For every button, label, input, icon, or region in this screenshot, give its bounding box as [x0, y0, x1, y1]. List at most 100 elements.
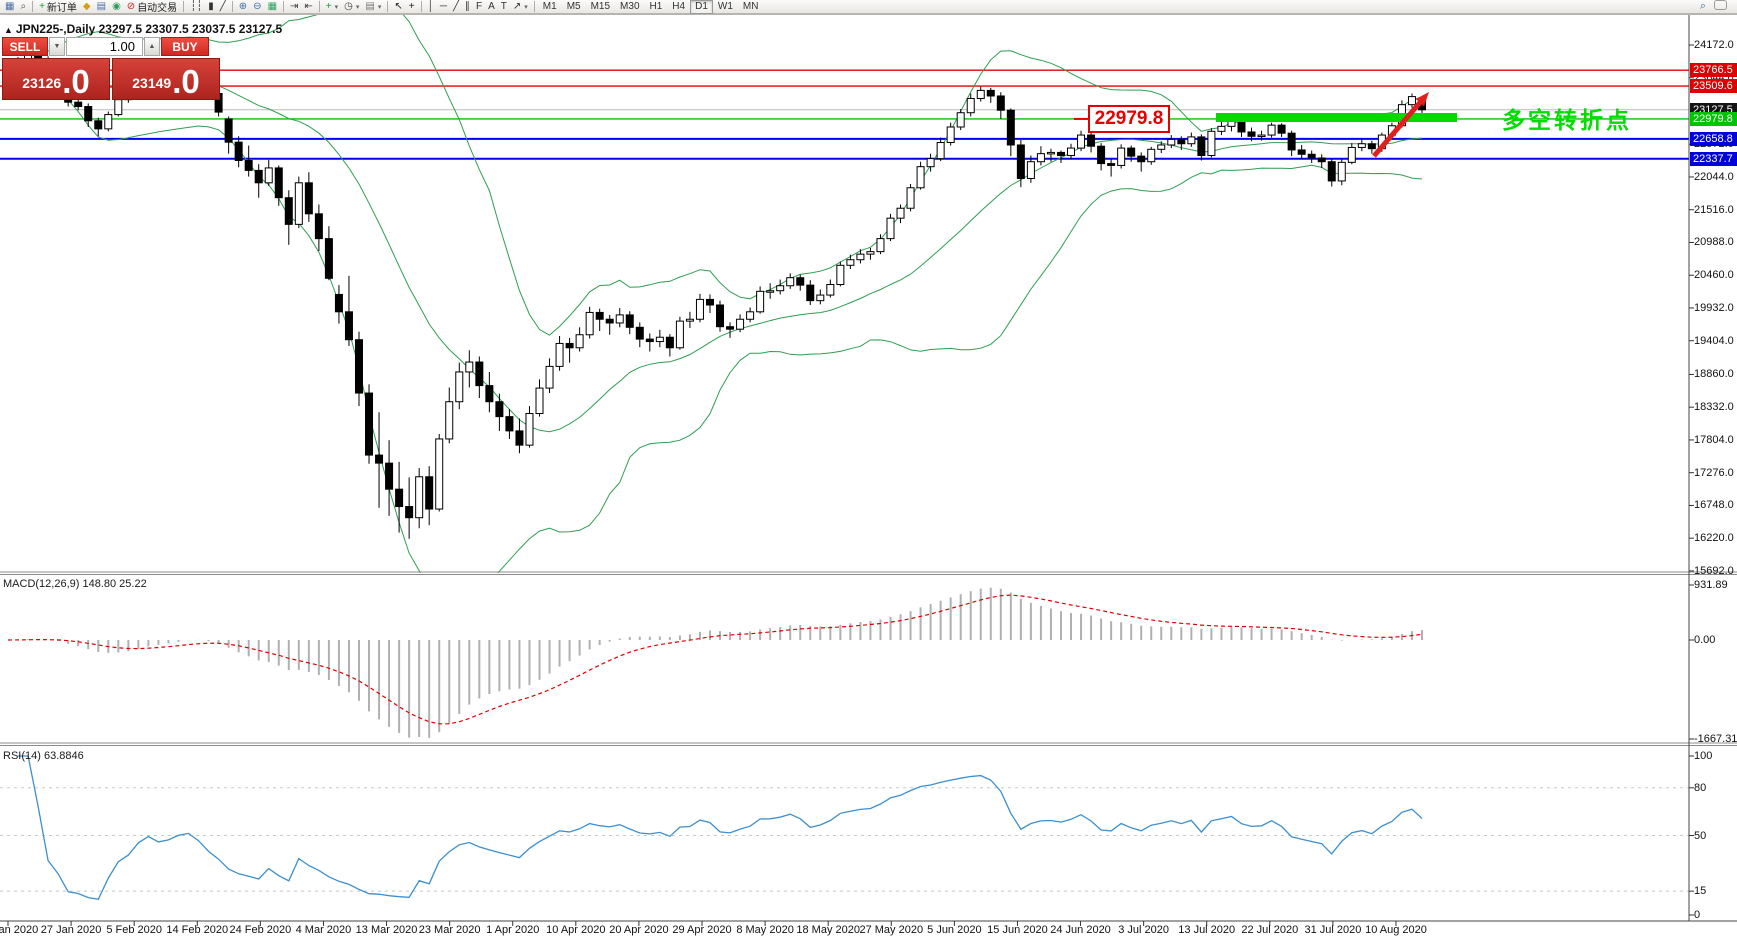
arrows-dropdown-icon[interactable]: ▾	[524, 3, 528, 11]
crosshair-icon[interactable]: +	[406, 0, 418, 13]
toolbar-divider	[420, 1, 422, 12]
sell-price-int: 23126	[22, 75, 62, 91]
chart-title-text: JPN225-,Daily 23297.5 23307.5 23037.5 23…	[15, 22, 283, 36]
timeframe-m5[interactable]: M5	[566, 0, 581, 12]
toolbar-divider	[318, 1, 320, 12]
auto-scroll-icon[interactable]: ⇥	[287, 0, 301, 13]
arrows-icon[interactable]: ↗ ▾	[510, 0, 531, 13]
tile-windows-icon[interactable]: ▦	[265, 0, 280, 13]
zoom-out-glyph: ⊖	[253, 0, 262, 12]
new-chart-glyph: ▦	[5, 0, 15, 12]
buy-button[interactable]: BUY	[161, 37, 209, 56]
editor-glyph: ▤	[96, 0, 107, 12]
vertical-line-glyph: │	[427, 0, 434, 12]
volume-up-stepper[interactable]: ▲	[144, 37, 160, 56]
buy-price-box[interactable]: 23149.0	[112, 58, 220, 100]
timeframe-h4[interactable]: H4	[672, 0, 686, 12]
strategy-tester-icon[interactable]: ◆	[80, 0, 94, 13]
cursor-icon[interactable]: ↖	[391, 0, 405, 13]
text-label-icon[interactable]: T	[498, 0, 510, 13]
auto-scroll-glyph: ⇥	[290, 0, 299, 12]
templates-dropdown-icon[interactable]: ▾	[377, 3, 382, 11]
toolbar: ▦ ⌕ + 新订单 ◆ ▤ ◉ ⊘ 自动交易 ┆┆ ▮ ╱ ⊕ ⊖ ▦ ⇥ ⇤ + ▾ ◷ ▾ ▤ ▾ ↖ + │ ─ ╱ ∥ F A T ↗ ▾…	[0, 0, 1737, 14]
buy-price-frac: .0	[172, 63, 200, 100]
text-icon[interactable]: A	[485, 0, 498, 13]
timeframe-d1[interactable]: D1	[690, 0, 713, 14]
timeframe-m15[interactable]: M15	[590, 0, 611, 12]
chat-icon[interactable]	[1714, 0, 1727, 13]
line-chart-icon[interactable]: ╱	[217, 0, 229, 13]
toolbar-divider	[231, 1, 233, 12]
equidistant-channel-icon[interactable]: ∥	[462, 0, 473, 13]
candlestick-chart-glyph: ▮	[208, 0, 214, 12]
trendline-icon[interactable]: ╱	[450, 0, 462, 13]
chart-shift-glyph: ⇤	[304, 0, 313, 12]
signals-icon[interactable]: ◉	[109, 0, 124, 13]
rsi-label: RSI(14) 63.8846	[3, 750, 84, 762]
signals-glyph: ◉	[112, 0, 121, 12]
strategy-tester-glyph: ◆	[82, 0, 91, 12]
sell-price-frac: .0	[62, 63, 90, 100]
new-order-icon[interactable]: + 新订单	[36, 0, 80, 15]
cursor-glyph: ↖	[394, 0, 403, 12]
toolbar-divider	[283, 1, 285, 12]
volume-input[interactable]: 1.00	[66, 37, 143, 56]
buy-price-int: 23149	[132, 75, 172, 91]
arrows-glyph: ↗	[512, 0, 522, 12]
toolbar-divider	[533, 1, 535, 12]
cn-note-text[interactable]: 多空转折点	[1502, 107, 1632, 133]
timeframe-m1[interactable]: M1	[542, 0, 557, 12]
macd-label: MACD(12,26,9) 148.80 25.22	[3, 578, 147, 590]
timeframe-mn[interactable]: MN	[742, 0, 759, 12]
periods-dropdown-icon[interactable]: ▾	[355, 3, 360, 11]
horizontal-line-icon[interactable]: ─	[437, 0, 450, 13]
templates-glyph: ▤	[365, 0, 375, 12]
profiles-icon[interactable]: ⌕	[17, 0, 29, 13]
toolbar-divider	[32, 1, 34, 12]
toolbar-divider	[387, 1, 389, 12]
zoom-in-glyph: ⊕	[238, 0, 248, 12]
indicators-icon[interactable]: + ▾	[323, 0, 341, 13]
new-chart-icon[interactable]: ▦	[2, 0, 17, 13]
bar-chart-glyph: ┆┆	[190, 0, 203, 12]
periods-glyph: ◷	[344, 0, 353, 12]
toolbar-divider	[183, 1, 185, 12]
bar-chart-icon[interactable]: ┆┆	[187, 0, 205, 13]
text-label-glyph: T	[500, 0, 507, 12]
chart-shift-icon[interactable]: ⇤	[301, 0, 315, 13]
new-order-label: 新订单	[46, 3, 77, 14]
sell-price-box[interactable]: 23126.0	[2, 58, 110, 100]
templates-icon[interactable]: ▤ ▾	[362, 0, 384, 13]
zoom-out-icon[interactable]: ⊖	[250, 0, 264, 13]
equidistant-channel-glyph: ∥	[464, 0, 470, 12]
editor-icon[interactable]: ▤	[94, 0, 109, 13]
sell-button[interactable]: SELL	[2, 37, 48, 56]
trendline-glyph: ╱	[452, 0, 459, 12]
vertical-line-icon[interactable]: │	[425, 0, 437, 13]
text-glyph: A	[488, 0, 495, 12]
periods-icon[interactable]: ◷ ▾	[341, 0, 362, 13]
autotrading-icon[interactable]: ⊘ 自动交易	[124, 0, 180, 15]
timeframe-m30[interactable]: M30	[620, 0, 640, 12]
new-order-glyph: +	[39, 0, 45, 12]
autotrading-glyph: ⊘	[126, 0, 136, 12]
panel-collapse-icon[interactable]: ▲	[4, 25, 13, 35]
toolbar-right: ⌕	[1700, 0, 1737, 13]
crosshair-glyph: +	[408, 0, 415, 12]
red-arrow-annotation	[1415, 92, 1429, 107]
indicators-dropdown-icon[interactable]: ▾	[334, 3, 339, 11]
search-icon[interactable]: ⌕	[1699, 0, 1706, 12]
green-highlight-bar	[1216, 113, 1457, 122]
price-callout-22979[interactable]: 22979.8	[1088, 105, 1170, 133]
candlestick-chart-icon[interactable]: ▮	[205, 0, 217, 13]
tile-windows-glyph: ▦	[267, 0, 278, 12]
timeframe-w1[interactable]: W1	[717, 0, 733, 12]
volume-down-stepper[interactable]: ▼	[49, 37, 65, 56]
line-chart-glyph: ╱	[219, 0, 226, 12]
autotrading-label: 自动交易	[137, 3, 178, 14]
zoom-in-icon[interactable]: ⊕	[236, 0, 250, 13]
timeframe-h1[interactable]: H1	[649, 0, 663, 12]
fibonacci-icon[interactable]: F	[473, 0, 485, 13]
